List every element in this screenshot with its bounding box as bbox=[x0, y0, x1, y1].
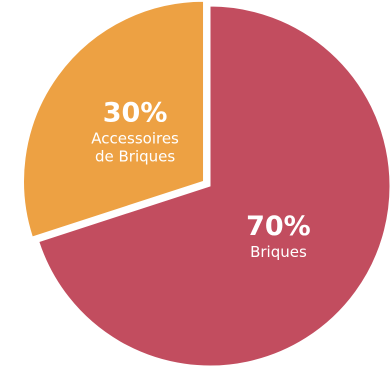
pie-slices bbox=[23, 0, 391, 367]
slice-category-label: Accessoires bbox=[91, 130, 179, 148]
slice-label-0: 70%Briques bbox=[246, 211, 311, 261]
slice-percent-label: 70% bbox=[246, 211, 311, 242]
slice-category-label: de Briques bbox=[95, 148, 175, 166]
slice-percent-label: 30% bbox=[103, 98, 168, 129]
slice-category-label: Briques bbox=[250, 243, 307, 261]
pie-slice-1 bbox=[23, 0, 205, 238]
pie-slice-0 bbox=[38, 5, 391, 367]
